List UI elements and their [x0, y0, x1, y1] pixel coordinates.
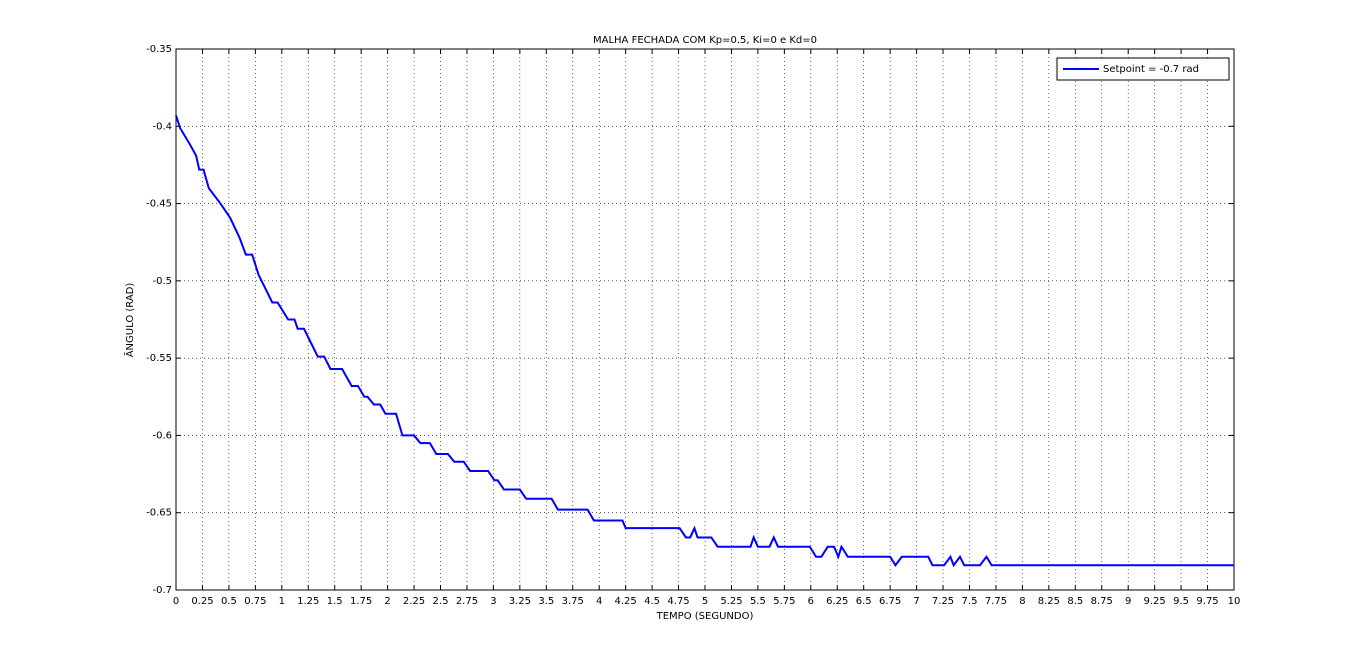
axes-box	[175, 48, 1235, 591]
x-tick-label: 0	[173, 596, 179, 607]
x-tick-label: 6.75	[879, 596, 901, 607]
x-tick-label: 4.75	[667, 596, 689, 607]
x-tick-label: 5	[702, 596, 708, 607]
x-tick-label: 2.5	[433, 596, 449, 607]
legend-label: Setpoint = -0.7 rad	[1103, 64, 1199, 75]
x-tick-label: 1.5	[327, 596, 343, 607]
x-tick-label: 8.75	[1091, 596, 1113, 607]
data-line	[175, 115, 1234, 568]
x-tick-label: 6.5	[856, 596, 872, 607]
y-axis-label: ÃNGULO (RAD)	[123, 283, 136, 358]
x-tick-label: 1.75	[350, 596, 372, 607]
x-tick-label: 6	[808, 596, 814, 607]
x-tick-label: 3.5	[538, 596, 554, 607]
x-tick-label: 8	[1019, 596, 1025, 607]
x-tick-label: 10	[1228, 596, 1241, 607]
x-tick-label: 4.5	[644, 596, 660, 607]
y-tick-label: -0.65	[146, 508, 172, 519]
x-tick-label: 5.25	[720, 596, 742, 607]
x-tick-label: 1	[279, 596, 285, 607]
x-tick-label: 4	[596, 596, 602, 607]
x-tick-label: 7.25	[932, 596, 954, 607]
x-tick-label: 3	[490, 596, 496, 607]
legend-box	[1056, 57, 1230, 81]
x-tick-label: 1.25	[297, 596, 319, 607]
x-tick-label: 0.75	[244, 596, 266, 607]
x-tick-label: 8.5	[1067, 596, 1083, 607]
y-tick-label: -0.6	[152, 430, 172, 441]
x-tick-label: 6.25	[826, 596, 848, 607]
x-tick-label: 2.25	[403, 596, 425, 607]
x-tick-label: 2	[384, 596, 390, 607]
x-tick-label: 5.75	[773, 596, 795, 607]
x-axis-label: TEMPO (SEGUNDO)	[656, 611, 754, 622]
x-tick-label: 5.5	[750, 596, 766, 607]
y-tick-label: -0.45	[146, 199, 172, 210]
x-tick-label: 7	[913, 596, 919, 607]
x-tick-label: 7.75	[985, 596, 1007, 607]
x-tick-label: 9	[1125, 596, 1131, 607]
x-tick-label: 7.5	[962, 596, 978, 607]
x-tick-label: 3.75	[562, 596, 584, 607]
x-tick-label: 9.75	[1196, 596, 1218, 607]
plot-area	[176, 49, 1234, 590]
x-tick-label: 0.5	[221, 596, 237, 607]
chart-title: MALHA FECHADA COM Kp=0.5, Ki=0 e Kd=0	[593, 35, 817, 46]
y-tick-label: -0.35	[146, 44, 172, 55]
x-tick-label: 4.25	[615, 596, 637, 607]
x-tick-label: 8.25	[1038, 596, 1060, 607]
y-tick-label: -0.7	[152, 585, 172, 596]
y-tick-label: -0.4	[152, 121, 172, 132]
y-tick-label: -0.5	[152, 276, 172, 287]
x-tick-label: 2.75	[456, 596, 478, 607]
x-tick-label: 9.25	[1144, 596, 1166, 607]
x-tick-label: 0.25	[191, 596, 213, 607]
x-tick-label: 9.5	[1173, 596, 1189, 607]
y-tick-label: -0.55	[146, 353, 172, 364]
x-tick-label: 3.25	[509, 596, 531, 607]
